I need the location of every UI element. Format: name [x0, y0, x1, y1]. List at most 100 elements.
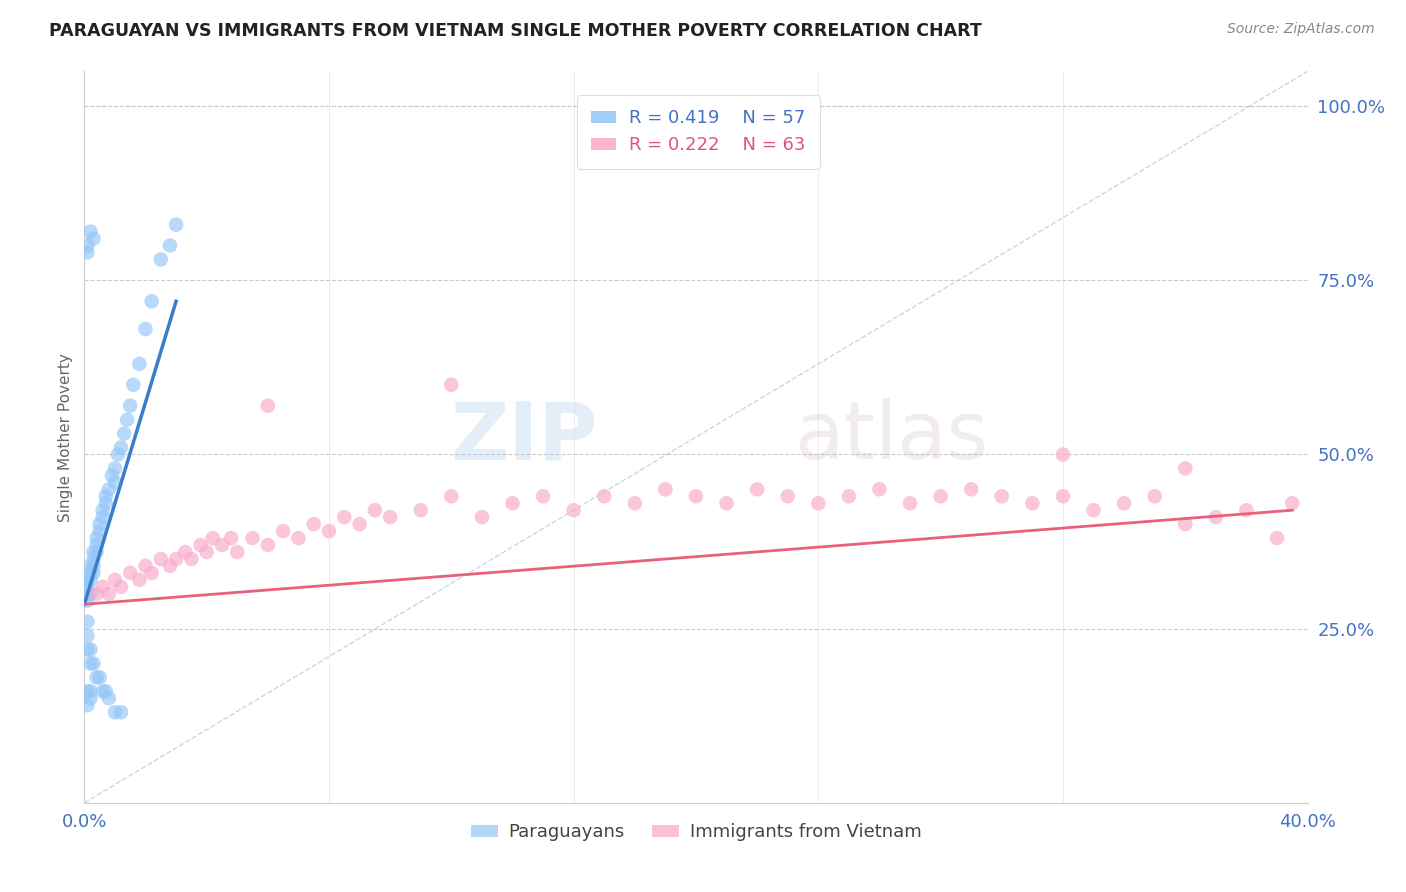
- Point: [91, 510, 114, 524]
- Point: [226, 545, 249, 559]
- Point: [1021, 496, 1043, 510]
- Point: [86, 545, 108, 559]
- Point: [807, 496, 830, 510]
- Point: [122, 377, 145, 392]
- Point: [79, 657, 101, 671]
- Point: [94, 496, 117, 510]
- Point: [318, 524, 340, 538]
- Text: Source: ZipAtlas.com: Source: ZipAtlas.com: [1227, 22, 1375, 37]
- Point: [83, 552, 105, 566]
- Point: [76, 245, 98, 260]
- Point: [898, 496, 921, 510]
- Point: [685, 489, 707, 503]
- Point: [94, 489, 117, 503]
- Point: [159, 558, 181, 573]
- Point: [287, 531, 309, 545]
- Point: [201, 531, 224, 545]
- Point: [128, 357, 150, 371]
- Point: [115, 412, 138, 426]
- Point: [135, 322, 157, 336]
- Legend: Paraguayans, Immigrants from Vietnam: Paraguayans, Immigrants from Vietnam: [464, 816, 928, 848]
- Point: [86, 587, 108, 601]
- Point: [79, 684, 101, 698]
- Point: [79, 642, 101, 657]
- Point: [531, 489, 554, 503]
- Y-axis label: Single Mother Poverty: Single Mother Poverty: [58, 352, 73, 522]
- Point: [624, 496, 647, 510]
- Point: [128, 573, 150, 587]
- Point: [242, 531, 264, 545]
- Point: [83, 558, 105, 573]
- Point: [409, 503, 432, 517]
- Point: [76, 580, 98, 594]
- Point: [190, 538, 212, 552]
- Point: [838, 489, 860, 503]
- Point: [91, 580, 114, 594]
- Point: [991, 489, 1014, 503]
- Point: [440, 377, 463, 392]
- Point: [76, 594, 98, 608]
- Point: [257, 538, 280, 552]
- Point: [159, 238, 181, 252]
- Point: [747, 483, 769, 497]
- Point: [257, 399, 280, 413]
- Point: [141, 566, 163, 580]
- Text: PARAGUAYAN VS IMMIGRANTS FROM VIETNAM SINGLE MOTHER POVERTY CORRELATION CHART: PARAGUAYAN VS IMMIGRANTS FROM VIETNAM SI…: [49, 22, 981, 40]
- Point: [79, 566, 101, 580]
- Point: [1143, 489, 1166, 503]
- Point: [83, 657, 105, 671]
- Point: [776, 489, 799, 503]
- Point: [110, 441, 132, 455]
- Point: [101, 468, 124, 483]
- Point: [380, 510, 402, 524]
- Point: [120, 566, 142, 580]
- Point: [104, 475, 127, 490]
- Point: [1281, 496, 1303, 510]
- Point: [1052, 489, 1074, 503]
- Point: [195, 545, 218, 559]
- Point: [97, 483, 120, 497]
- Point: [502, 496, 524, 510]
- Point: [135, 558, 157, 573]
- Point: [1265, 531, 1288, 545]
- Point: [333, 510, 356, 524]
- Point: [76, 238, 98, 252]
- Point: [654, 483, 676, 497]
- Point: [174, 545, 197, 559]
- Point: [1205, 510, 1227, 524]
- Point: [1236, 503, 1258, 517]
- Point: [91, 503, 114, 517]
- Text: atlas: atlas: [794, 398, 988, 476]
- Point: [79, 558, 101, 573]
- Point: [79, 573, 101, 587]
- Point: [211, 538, 233, 552]
- Point: [83, 545, 105, 559]
- Point: [364, 503, 387, 517]
- Point: [120, 399, 142, 413]
- Point: [86, 538, 108, 552]
- Point: [112, 426, 135, 441]
- Point: [89, 524, 111, 538]
- Point: [110, 580, 132, 594]
- Point: [79, 691, 101, 706]
- Point: [79, 225, 101, 239]
- Point: [302, 517, 325, 532]
- Point: [76, 698, 98, 713]
- Point: [79, 587, 101, 601]
- Point: [97, 587, 120, 601]
- Point: [141, 294, 163, 309]
- Point: [440, 489, 463, 503]
- Point: [929, 489, 952, 503]
- Point: [1174, 461, 1197, 475]
- Point: [104, 461, 127, 475]
- Point: [716, 496, 738, 510]
- Point: [349, 517, 371, 532]
- Point: [562, 503, 585, 517]
- Point: [271, 524, 294, 538]
- Point: [593, 489, 616, 503]
- Point: [104, 573, 127, 587]
- Point: [94, 684, 117, 698]
- Point: [180, 552, 202, 566]
- Text: ZIP: ZIP: [451, 398, 598, 476]
- Point: [97, 691, 120, 706]
